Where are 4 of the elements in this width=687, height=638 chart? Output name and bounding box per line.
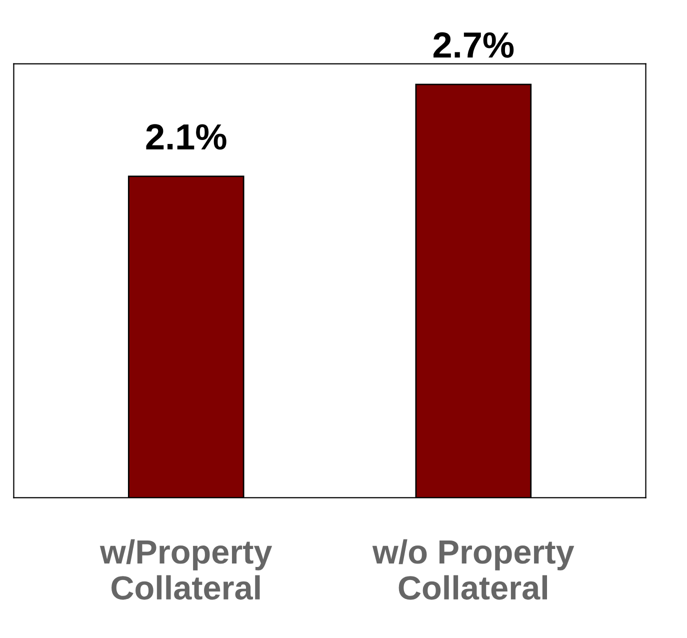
data-label: 2.7% [434, 32, 514, 58]
data-label: 2.1% [146, 124, 226, 150]
x-tick-label: w/o Property Collateral [372, 539, 574, 600]
x-tick-label: w/Property Collateral [100, 539, 272, 600]
